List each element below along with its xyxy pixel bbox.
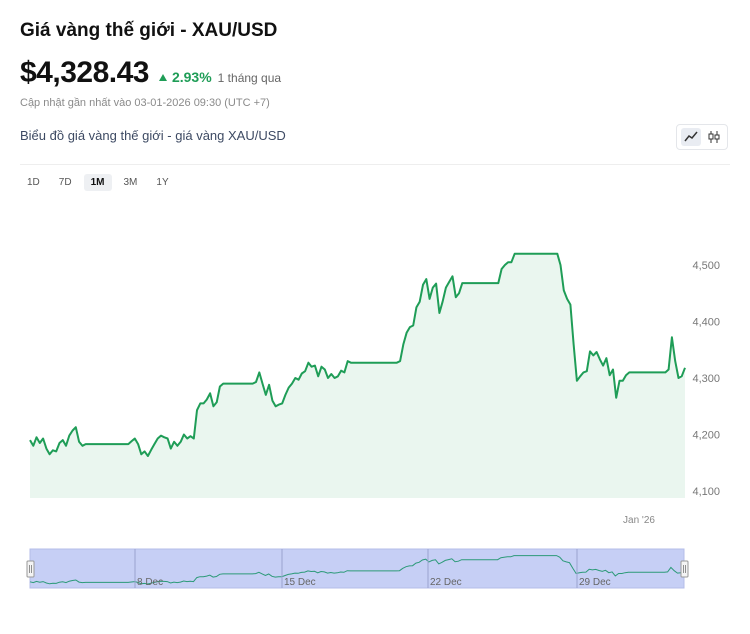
up-arrow-icon [158, 74, 167, 81]
navigator-line [29, 555, 685, 585]
range-7d[interactable]: 7D [58, 177, 72, 188]
current-price: $4,328.43 [20, 56, 149, 89]
navigator-label: 15 Dec [284, 577, 316, 588]
price-change: 2.93% 1 tháng qua [158, 69, 282, 85]
navigator-label: 8 Dec [137, 577, 163, 588]
area-fill [30, 253, 685, 498]
navigator-handle-left[interactable] [26, 560, 35, 578]
y-tick-label: 4,400 [692, 317, 720, 329]
chart-type-toggle [676, 124, 728, 150]
last-updated: Cập nhật gần nhất vào 03-01-2026 09:30 (… [20, 97, 270, 109]
range-3m[interactable]: 3M [123, 177, 138, 188]
navigator-label: 22 Dec [430, 577, 462, 588]
candlestick-icon[interactable] [704, 128, 724, 146]
line-chart-icon[interactable] [680, 128, 701, 146]
page-title: Giá vàng thế giới - XAU/USD [20, 20, 278, 41]
y-tick-label: 4,300 [692, 373, 720, 385]
chart-subtitle: Biểu đồ giá vàng thế giới - giá vàng XAU… [20, 128, 286, 143]
x-tick-label: Jan '26 [623, 515, 655, 526]
change-percent: 2.93% [171, 69, 212, 85]
navigator-label: 29 Dec [579, 577, 611, 588]
range-selector: 1D 7D 1M 3M 1Y [20, 174, 181, 191]
range-1d[interactable]: 1D [27, 177, 40, 188]
y-tick-label: 4,100 [692, 486, 720, 498]
price-row: $4,328.43 2.93% 1 tháng qua [20, 56, 281, 90]
price-line [29, 252, 686, 457]
y-tick-label: 4,500 [692, 260, 720, 272]
range-1m[interactable]: 1M [83, 174, 112, 191]
y-tick-label: 4,200 [692, 430, 720, 442]
navigator-handle-right[interactable] [680, 560, 689, 578]
range-1y[interactable]: 1Y [156, 177, 169, 188]
divider [20, 164, 730, 165]
change-period: 1 tháng qua [217, 71, 282, 85]
